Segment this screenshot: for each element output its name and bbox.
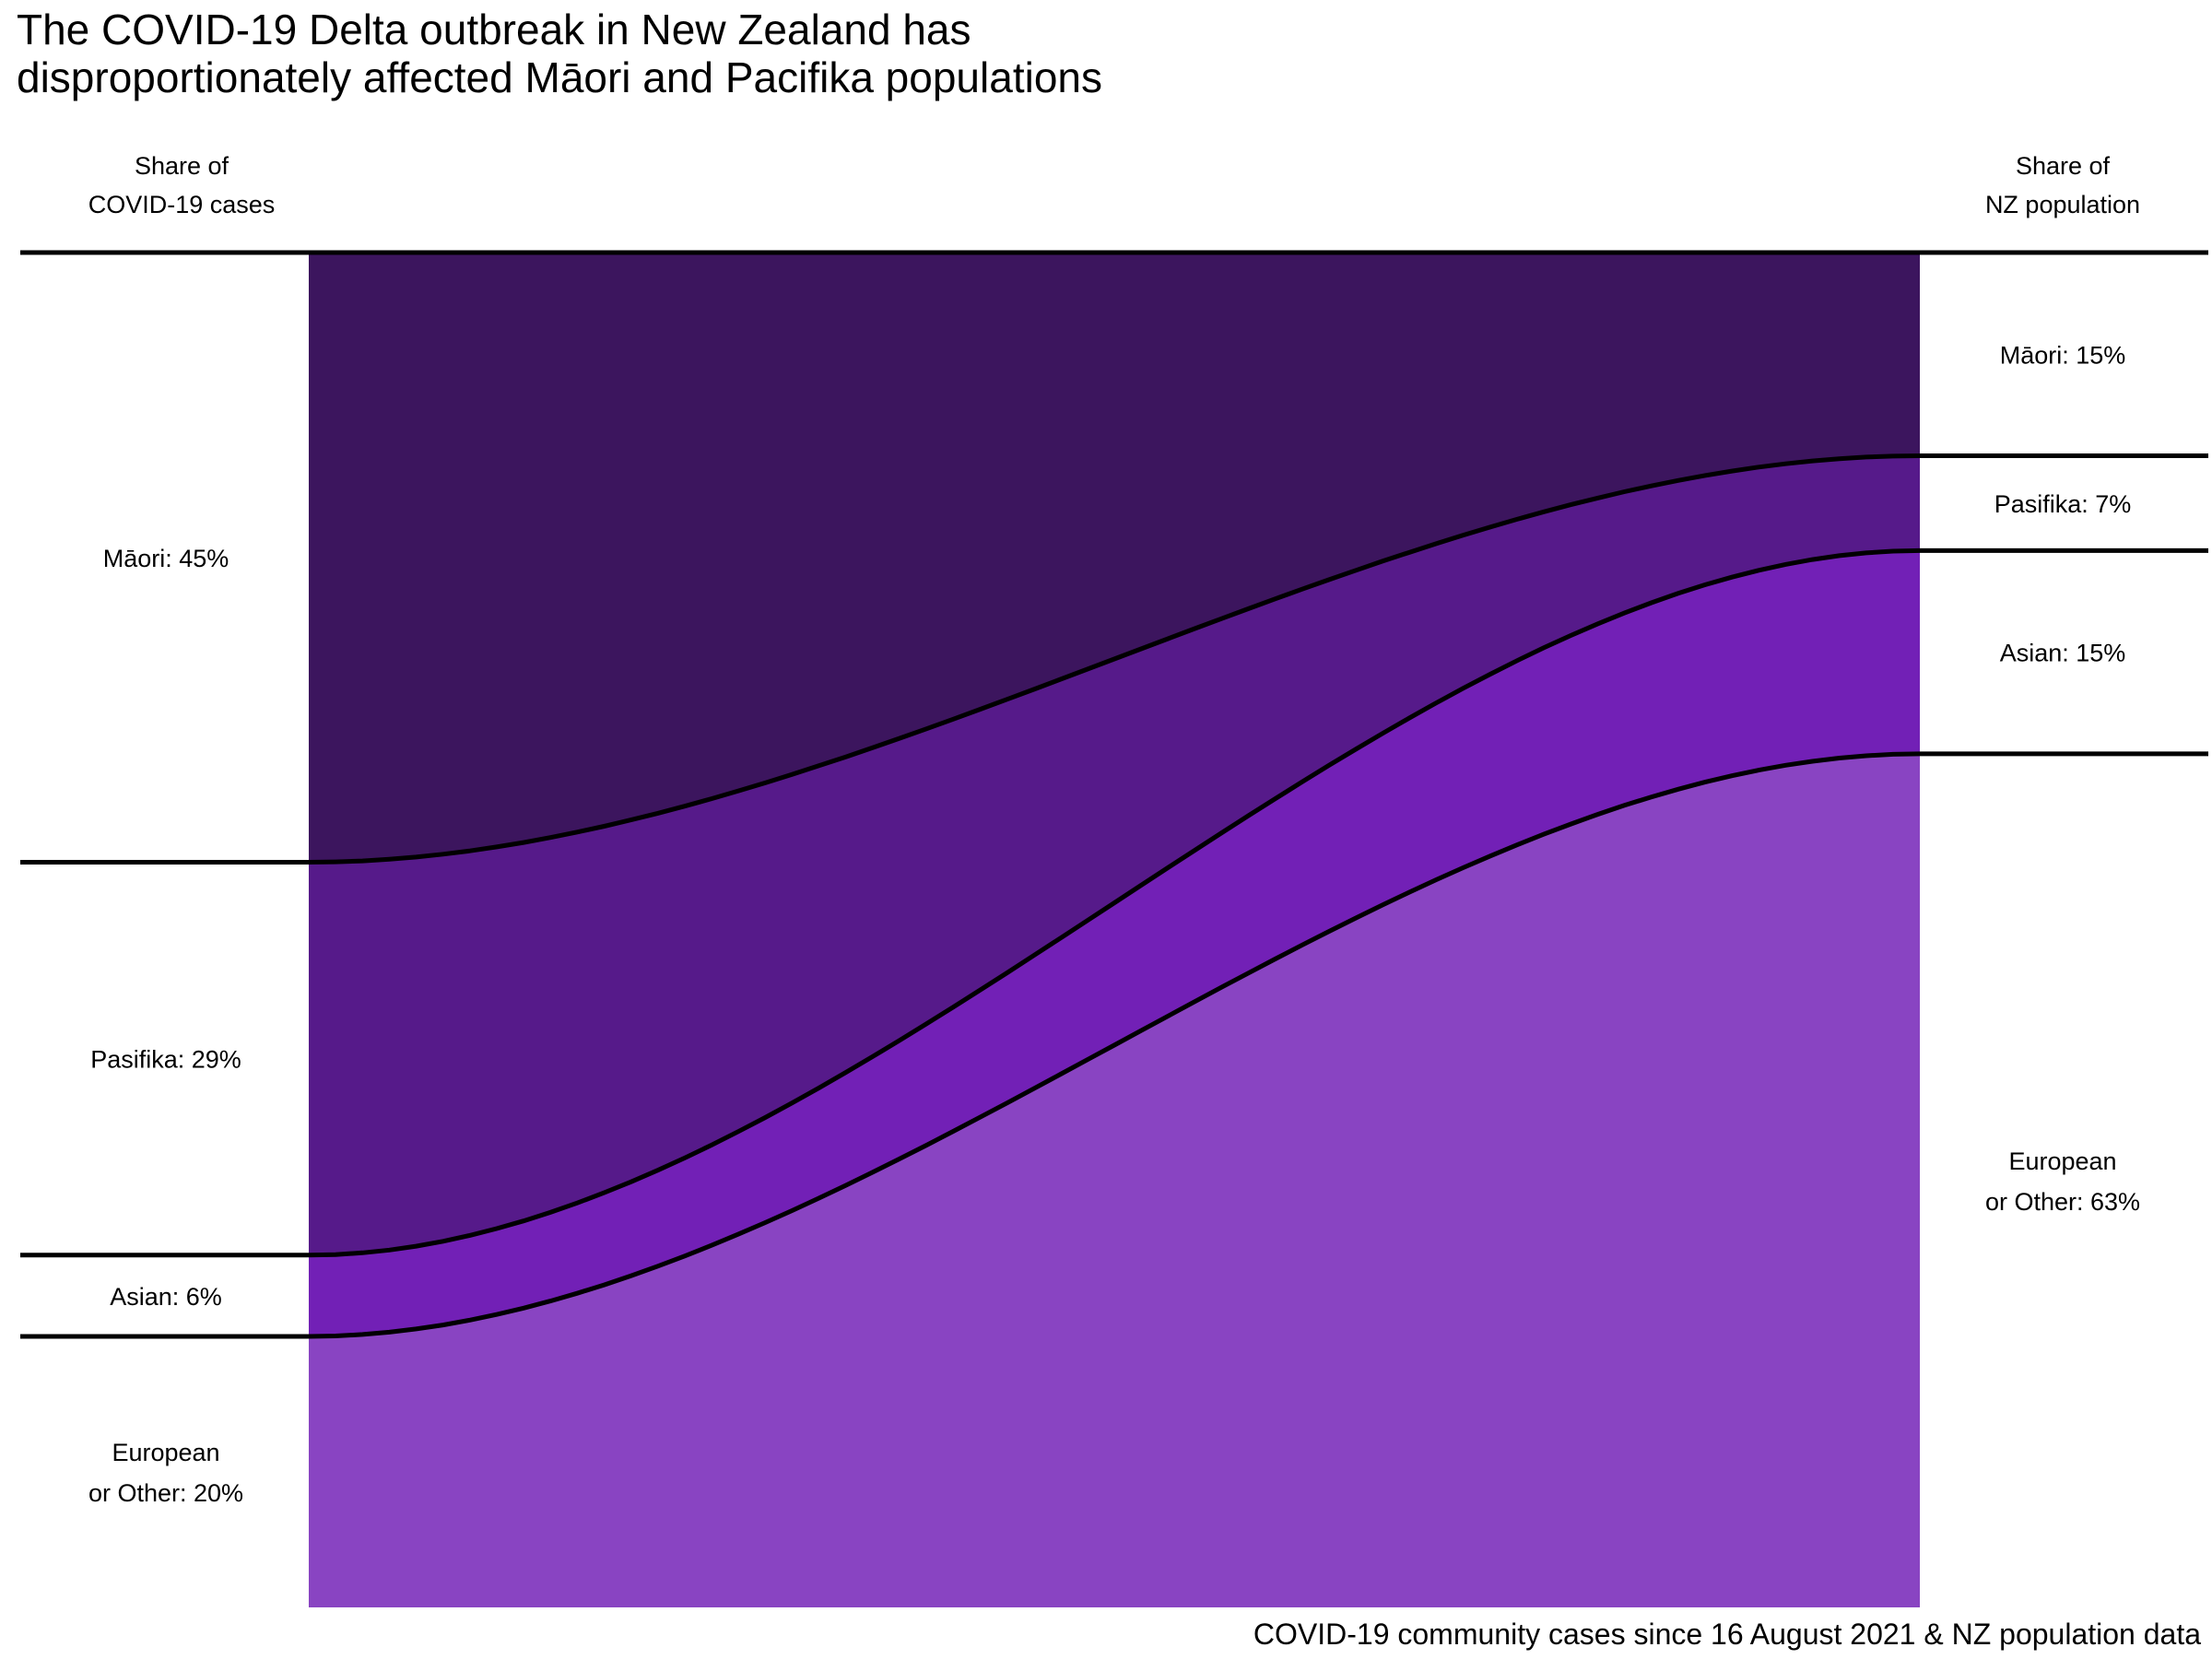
band-pasifika	[309, 455, 1920, 1255]
boundary-line-2	[20, 547, 2208, 1258]
left-label-asian-line-1: Asian: 6%	[110, 1283, 222, 1311]
right-labels: Māori: 15% Pasifika: 7% Asian: 15% European…	[1985, 341, 2140, 1216]
chart-boundaries	[20, 250, 2208, 1339]
right-label-pasifika-line-1: Pasifika: 7%	[1994, 490, 2132, 518]
left-label-m-ori-line-1: Māori: 45%	[103, 545, 229, 572]
right-header-line-2: NZ population	[1985, 191, 2140, 218]
band-european-or-other	[309, 753, 1920, 1607]
left-labels: Māori: 45% Pasifika: 29% Asian: 6% European…	[88, 545, 243, 1507]
right-label-m-ori-line-1: Māori: 15%	[2000, 341, 2126, 369]
left-header-line-2: COVID-19 cases	[88, 191, 276, 218]
left-header-line-1: Share of	[135, 152, 229, 180]
right-label-european-or-other-line-1: European	[2008, 1147, 2116, 1175]
boundary-line-1	[20, 453, 2208, 865]
chart-bands	[309, 253, 1920, 1607]
chart-title-line-2: disproportionately affected Māori and Pa…	[17, 53, 1102, 101]
left-label-european-or-other-line-2: or Other: 20%	[88, 1479, 243, 1507]
left-label-pasifika-line-1: Pasifika: 29%	[90, 1046, 241, 1074]
band-m-ori	[309, 253, 1920, 863]
boundary-line-3	[20, 751, 2208, 1339]
chart-caption: COVID-19 community cases since 16 August…	[1253, 1618, 2201, 1651]
right-label-european-or-other-line-2: or Other: 63%	[1985, 1188, 2140, 1216]
left-label-european-or-other-line-1: European	[112, 1439, 219, 1466]
band-asian	[309, 550, 1920, 1336]
chart-title-line-1: The COVID-19 Delta outbreak in New Zeala…	[17, 6, 971, 53]
right-label-asian-line-1: Asian: 15%	[2000, 640, 2126, 667]
right-header-line-1: Share of	[2016, 152, 2111, 180]
